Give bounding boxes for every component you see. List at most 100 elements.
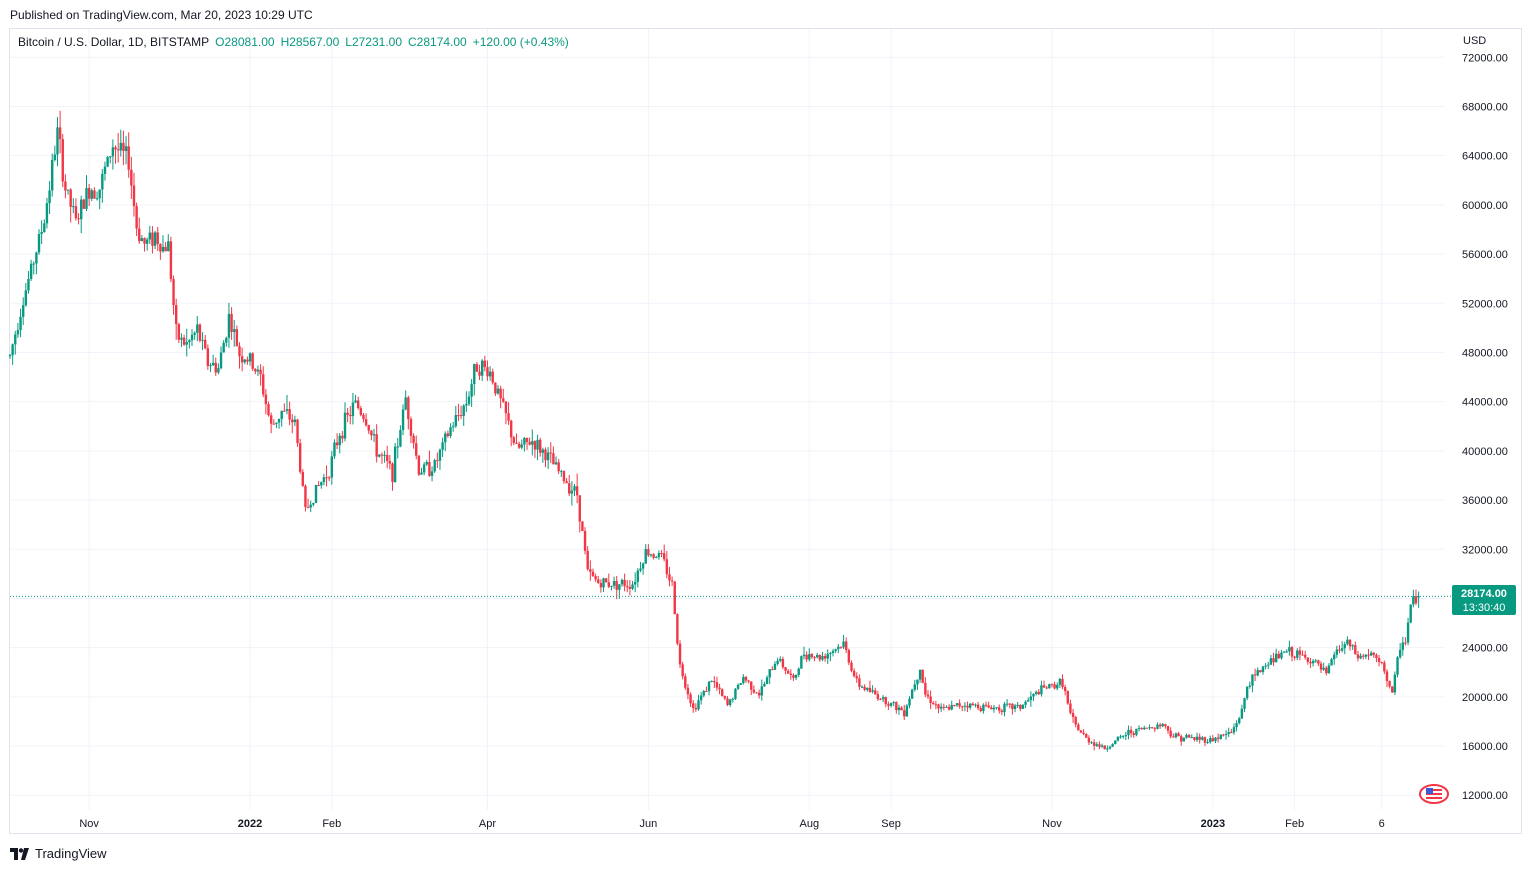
candle-body [106, 156, 109, 167]
candle-body [992, 707, 996, 710]
candle-body [193, 332, 196, 335]
candle-body [644, 549, 647, 564]
candle-body [109, 156, 112, 158]
candle-body [1230, 732, 1233, 734]
last-price-label-bg [1452, 585, 1516, 615]
candle-body [428, 462, 431, 476]
candle-body [48, 190, 51, 204]
candle-body [826, 653, 829, 659]
candle-body [1303, 654, 1307, 658]
candle-body [604, 578, 608, 583]
candle-body [1325, 667, 1328, 674]
candle-body [947, 706, 951, 710]
price-axis[interactable]: 12000.0016000.0020000.0024000.0028000.00… [1462, 52, 1508, 802]
candle-body [863, 686, 866, 690]
candle-body [1309, 661, 1312, 664]
candle-body [209, 365, 212, 367]
candle-body [354, 400, 357, 403]
time-axis[interactable]: Nov 2022 Feb Apr Jun Aug Sep Nov 2023 Feb 6 [79, 818, 1384, 830]
candle-body [990, 707, 993, 710]
candle-body [1362, 655, 1365, 657]
flag-badge-icon[interactable] [1418, 782, 1450, 806]
candle-body [763, 683, 766, 687]
candle-body [1148, 727, 1151, 729]
candle-body [976, 704, 980, 709]
candle-body [16, 330, 20, 335]
candle-body [1000, 710, 1004, 713]
candle-body [589, 569, 592, 572]
candle-body [612, 581, 616, 586]
candle-body [739, 683, 742, 685]
candle-body [900, 707, 903, 711]
candle-body [156, 232, 159, 244]
candle-body [615, 581, 618, 590]
candle-body [528, 441, 531, 445]
candle-body [602, 578, 605, 588]
candle-body [665, 559, 669, 575]
candle-body [702, 690, 705, 696]
candle-body [792, 675, 795, 678]
candle-body [1369, 652, 1373, 656]
candle-body [190, 334, 194, 341]
candle-body [961, 706, 964, 708]
candle-body [1409, 604, 1412, 623]
candle-body [267, 404, 270, 416]
candle-body [1124, 735, 1128, 737]
candle-body [755, 692, 758, 694]
candle-body [80, 199, 83, 220]
candle-body [805, 654, 808, 660]
candle-body [269, 415, 273, 424]
y-tick-label: 12000.00 [1462, 790, 1508, 802]
candle-body [351, 402, 355, 417]
candle-body [188, 340, 191, 343]
candle-body [288, 409, 291, 420]
candle-body [283, 410, 286, 412]
candle-body [230, 313, 233, 332]
currency-label[interactable]: USD [1463, 35, 1487, 47]
candle-body [1272, 658, 1275, 663]
candle-body [523, 437, 526, 445]
candle-body [1203, 737, 1207, 743]
candle-body [623, 579, 626, 587]
x-tick-label: Nov [1042, 818, 1062, 830]
candle-body [575, 486, 579, 496]
y-tick-label: 56000.00 [1462, 249, 1508, 261]
candle-body [243, 359, 246, 363]
candle-body [652, 554, 655, 558]
candle-body [425, 462, 428, 465]
candle-body [1034, 691, 1038, 694]
candle-body [636, 570, 640, 582]
candle-body [275, 422, 278, 424]
candle-body [818, 654, 822, 660]
candle-body [884, 697, 887, 705]
candle-body [454, 415, 457, 427]
candle-body [467, 396, 471, 404]
candle-body [913, 684, 916, 690]
candle-body [987, 705, 990, 708]
candle-body [259, 369, 262, 375]
candle-body [167, 241, 170, 252]
x-tick-label: 2023 [1201, 818, 1225, 830]
candle-body [204, 339, 207, 349]
candle-body [1414, 596, 1418, 604]
candle-body [396, 446, 399, 448]
candle-body [710, 680, 713, 682]
candle-body [560, 471, 563, 473]
candle-body [520, 444, 523, 448]
candle-body [1021, 704, 1025, 709]
candle-body [356, 400, 360, 409]
candle-body [293, 419, 297, 423]
candle-body [1274, 653, 1278, 663]
candle-body [201, 339, 204, 341]
footer-brand[interactable]: TradingView [10, 846, 107, 861]
symbol-legend[interactable]: Bitcoin / U.S. Dollar, 1D, BITSTAMP O2808… [18, 35, 569, 49]
candle-body [74, 206, 78, 219]
candle-body [251, 353, 254, 369]
candle-body [570, 490, 574, 494]
candle-body [1288, 647, 1291, 652]
candle-body [760, 686, 763, 696]
candle-body [1108, 746, 1112, 749]
candle-body [660, 553, 663, 555]
candle-body [871, 690, 874, 692]
